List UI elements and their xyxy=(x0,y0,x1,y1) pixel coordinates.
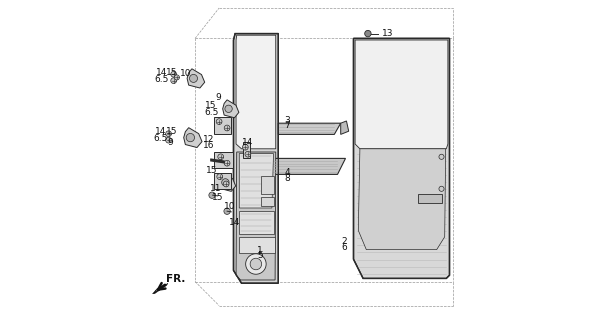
Text: 1: 1 xyxy=(257,246,263,255)
Polygon shape xyxy=(417,194,442,203)
Circle shape xyxy=(224,125,230,131)
Text: 6.5: 6.5 xyxy=(204,108,218,116)
Text: 14: 14 xyxy=(242,138,254,147)
Circle shape xyxy=(245,151,251,157)
Circle shape xyxy=(189,75,197,83)
Polygon shape xyxy=(184,128,202,148)
Polygon shape xyxy=(236,152,276,280)
Polygon shape xyxy=(214,117,231,134)
Text: 6.5: 6.5 xyxy=(155,75,169,84)
Text: FR.: FR. xyxy=(166,274,185,284)
Polygon shape xyxy=(262,157,269,174)
Circle shape xyxy=(218,154,224,160)
Polygon shape xyxy=(278,123,341,134)
Text: 15: 15 xyxy=(206,166,218,175)
Text: 14: 14 xyxy=(229,218,240,227)
Polygon shape xyxy=(153,283,168,294)
Polygon shape xyxy=(261,176,274,194)
Polygon shape xyxy=(243,142,251,158)
Text: 15: 15 xyxy=(205,101,217,110)
Circle shape xyxy=(223,181,229,187)
Circle shape xyxy=(224,160,230,166)
Text: 6: 6 xyxy=(342,243,348,252)
Polygon shape xyxy=(219,173,236,191)
Circle shape xyxy=(243,144,248,150)
Circle shape xyxy=(250,258,262,270)
Circle shape xyxy=(365,30,371,37)
Polygon shape xyxy=(222,100,239,118)
Circle shape xyxy=(225,105,232,113)
Text: 5: 5 xyxy=(257,252,263,260)
Circle shape xyxy=(439,186,444,191)
Text: 3: 3 xyxy=(285,116,290,124)
Circle shape xyxy=(222,179,229,186)
Text: 12: 12 xyxy=(203,135,214,144)
Text: 7: 7 xyxy=(285,121,290,130)
Text: 4: 4 xyxy=(285,168,290,177)
Polygon shape xyxy=(214,152,233,168)
Text: 15: 15 xyxy=(212,193,223,202)
Text: 8: 8 xyxy=(285,174,290,183)
Text: 15: 15 xyxy=(166,68,177,77)
Text: 14: 14 xyxy=(155,127,166,136)
Circle shape xyxy=(171,78,177,84)
Text: 15: 15 xyxy=(166,127,177,136)
Circle shape xyxy=(439,154,444,159)
Polygon shape xyxy=(214,173,231,189)
Polygon shape xyxy=(261,197,274,206)
Text: 6.5: 6.5 xyxy=(153,134,168,143)
Circle shape xyxy=(246,254,266,274)
Polygon shape xyxy=(354,38,450,278)
Circle shape xyxy=(209,192,215,198)
Text: 9: 9 xyxy=(216,93,221,102)
Text: 10: 10 xyxy=(224,202,235,211)
Polygon shape xyxy=(358,149,445,250)
Circle shape xyxy=(216,119,222,124)
Circle shape xyxy=(166,137,172,143)
Circle shape xyxy=(186,133,194,142)
Text: 13: 13 xyxy=(382,29,393,38)
Circle shape xyxy=(171,71,177,77)
Text: 11: 11 xyxy=(210,184,222,193)
Circle shape xyxy=(217,174,222,180)
Polygon shape xyxy=(240,154,274,208)
Polygon shape xyxy=(355,40,448,149)
Polygon shape xyxy=(187,69,205,88)
Polygon shape xyxy=(233,34,278,283)
Circle shape xyxy=(174,75,180,80)
Polygon shape xyxy=(236,35,276,149)
Polygon shape xyxy=(240,211,274,234)
Text: 2: 2 xyxy=(342,237,347,246)
Text: 10: 10 xyxy=(180,69,191,78)
Polygon shape xyxy=(341,121,349,134)
Polygon shape xyxy=(269,158,345,174)
Text: 14: 14 xyxy=(156,68,167,77)
Polygon shape xyxy=(240,237,275,253)
Circle shape xyxy=(224,208,230,214)
Text: 16: 16 xyxy=(203,141,214,150)
Circle shape xyxy=(166,131,172,137)
Text: 9: 9 xyxy=(167,138,174,147)
